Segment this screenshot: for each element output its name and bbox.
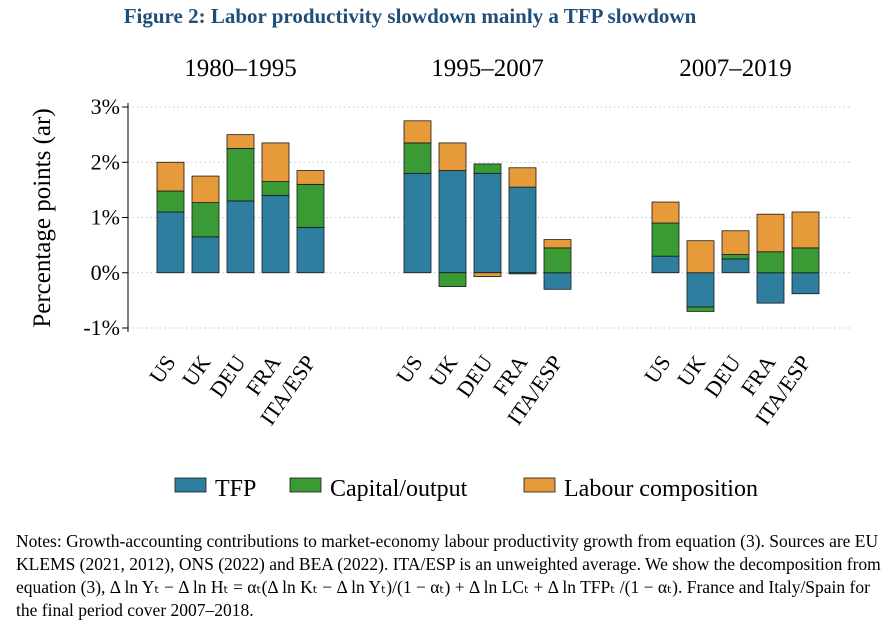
bar-segment-tfp — [791, 272, 820, 295]
bar-segment-labour-composition — [473, 272, 502, 278]
legend-label: Capital/output — [330, 476, 468, 502]
bar-segment-capital-output — [261, 181, 290, 196]
y-tick-label: 1% — [91, 205, 120, 230]
bar-segment-labour-composition — [226, 134, 255, 149]
bar-segment-tfp — [191, 236, 220, 274]
bar-segment-labour-composition — [403, 120, 432, 144]
bar-segment-tfp — [296, 227, 325, 274]
bar-segment-capital-output — [296, 183, 325, 228]
bar-segment-capital-output — [756, 251, 785, 274]
y-axis-label: Percentage points (ar) — [29, 108, 56, 327]
bar-segment-tfp — [156, 211, 185, 274]
bar-segment-capital-output — [473, 163, 502, 174]
legend-swatch — [289, 477, 322, 493]
bar-segment-capital-output — [226, 148, 255, 202]
x-tick-label: DEU — [451, 350, 497, 401]
bar-segment-capital-output — [651, 222, 680, 257]
bar-segment-labour-composition — [156, 161, 185, 192]
bar-segment-labour-composition — [296, 170, 325, 185]
panel-title: 1980–1995 — [184, 55, 297, 82]
bar-segment-labour-composition — [438, 142, 467, 171]
bar-segment-tfp — [543, 272, 572, 290]
x-tick-label: US — [391, 351, 428, 388]
y-tick-label: 0% — [91, 260, 120, 285]
y-tick-label: 3% — [91, 94, 120, 119]
legend-swatch — [174, 477, 207, 493]
bar-segment-tfp — [226, 200, 255, 274]
bar-segment-capital-output — [156, 190, 185, 213]
bar-segment-capital-output — [791, 247, 820, 274]
y-tick-label: 2% — [91, 149, 120, 174]
bar-segment-labour-composition — [651, 201, 680, 224]
notes-text: Notes: Growth-accounting contributions t… — [16, 531, 881, 620]
bar-segment-labour-composition — [261, 142, 290, 182]
bar-segment-labour-composition — [686, 240, 715, 274]
bar-segment-capital-output — [721, 254, 750, 260]
figure-title: Figure 2: Labor productivity slowdown ma… — [123, 4, 697, 28]
bar-segment-tfp — [438, 170, 467, 274]
legend-label: TFP — [215, 476, 256, 502]
legend-swatch — [523, 477, 556, 493]
figure-notes: Notes: Growth-accounting contributions t… — [16, 530, 884, 622]
x-tick-label: US — [144, 351, 181, 388]
bar-segment-tfp — [756, 272, 785, 304]
bar-segment-capital-output — [543, 247, 572, 274]
bar-segment-tfp — [261, 194, 290, 274]
bar-segment-capital-output — [403, 142, 432, 174]
bar-segment-labour-composition — [791, 211, 820, 249]
stacked-bar-chart: -1% 0% 1% 2% 3% Percentage points (ar) 1980–19… — [29, 55, 850, 502]
y-tick-label: -1% — [83, 315, 120, 340]
bar-segment-capital-output — [438, 272, 467, 287]
bar-segment-labour-composition — [721, 230, 750, 255]
bar-segment-capital-output — [508, 272, 537, 275]
bar-segment-tfp — [651, 255, 680, 274]
bar-segment-tfp — [721, 258, 750, 274]
bar-segment-labour-composition — [543, 239, 572, 249]
bar-segment-labour-composition — [756, 213, 785, 253]
bar-segment-labour-composition — [191, 175, 220, 203]
x-tick-label: US — [639, 351, 676, 388]
x-tick-label: DEU — [204, 350, 250, 401]
bar-segment-tfp — [508, 186, 537, 274]
bar-segment-tfp — [473, 172, 502, 274]
legend-label: Labour composition — [564, 476, 758, 502]
bar-segment-labour-composition — [508, 167, 537, 188]
panel-title: 1995–2007 — [431, 55, 544, 82]
bar-segment-tfp — [686, 272, 715, 308]
bar-segment-capital-output — [686, 306, 715, 312]
panel-title: 2007–2019 — [679, 55, 792, 82]
x-tick-label: DEU — [699, 350, 745, 401]
bar-segment-tfp — [403, 172, 432, 274]
bar-segment-capital-output — [191, 202, 220, 238]
